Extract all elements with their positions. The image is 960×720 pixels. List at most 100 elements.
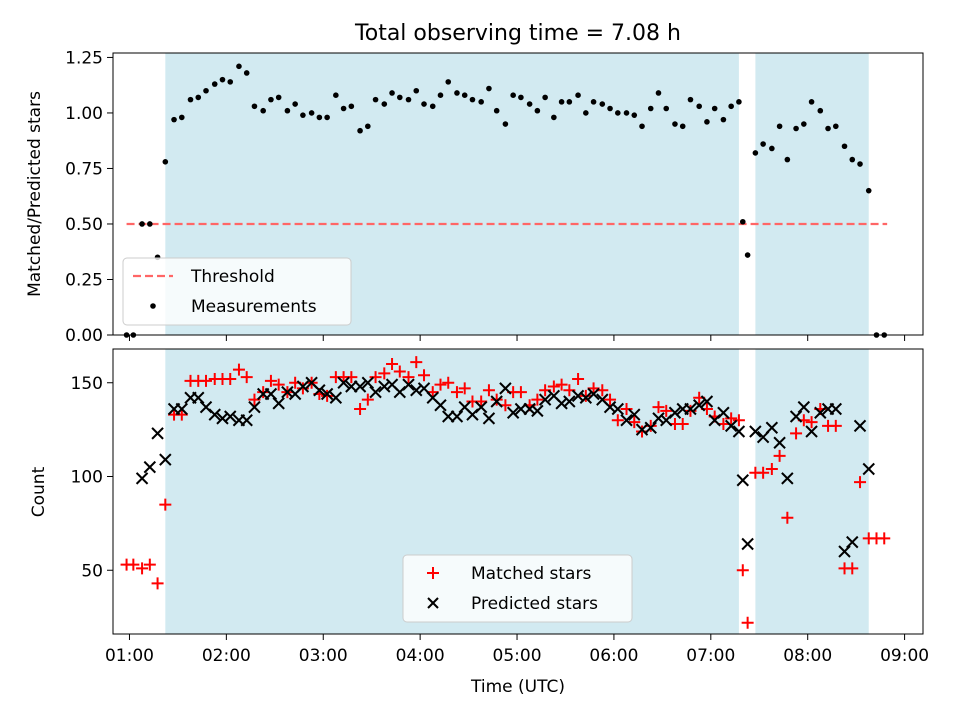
ratio-series-0-point-8 [187,96,194,103]
ratio-series-0-point-81 [769,145,775,152]
ratio-series-0-point-45 [486,85,492,92]
ratio-series-0-point-91 [849,156,856,163]
ratio-series-0-point-29 [357,127,363,134]
count-series-0-point-51 [531,393,544,406]
ratio-series-0-point-48 [510,92,516,98]
count-series-1-point-64 [652,412,665,425]
count-series-0-point-76 [732,414,745,427]
ratio-series-0-point-26 [333,92,339,98]
count-series-0-point-82 [773,449,786,462]
count-series-0-point-57 [579,389,592,402]
count-series-0-point-56 [572,373,585,385]
count-series-1-point-9 [208,408,221,421]
count-series-0-point-19 [272,378,285,391]
ratio-y-tick-label-4: 1.00 [65,104,103,124]
count-series-0-point-83 [781,511,794,524]
count-y-tick-label-1: 100 [71,468,103,488]
ratio-series-0-point-86 [808,99,815,105]
count-series-1-point-91 [862,462,875,476]
count-series-1-point-46 [506,406,520,419]
ratio-series-0-point-2 [139,221,145,227]
ratio-series-0-point-64 [639,123,645,130]
count-x-tick-label-4: 05:00 [493,646,542,666]
ratio-series-0-point-23 [308,110,315,116]
count-series-1-point-34 [410,384,423,397]
count-x-tick-label-6: 07:00 [686,646,735,666]
count-series-1-point-63 [644,421,657,434]
ratio-series-0-point-67 [663,105,670,112]
ratio-series-0-point-68 [672,121,678,127]
count-series-1-point-61 [628,408,641,421]
ratio-series-0-point-15 [243,70,250,76]
count-series-1-point-1 [143,460,157,474]
ratio-series-0-point-30 [365,123,371,130]
count-series-0-point-42 [458,382,471,395]
count-series-1-point-13 [240,414,253,427]
count-series-0-point-5 [159,498,172,511]
count-series-1-point-76 [741,537,754,551]
count-series-0-point-84 [790,427,803,440]
ratio-series-0-point-75 [728,103,734,110]
count-series-1-point-29 [369,385,382,399]
count-series-1-point-23 [320,387,334,401]
count-legend-box [402,554,633,623]
count-series-0-point-34 [393,365,406,378]
ratio-series-0-point-35 [405,96,412,103]
count-series-0-point-15 [240,371,253,384]
count-x-tick-label-0: 01:00 [105,646,154,666]
count-series-1-point-5 [175,402,188,416]
ratio-series-0-point-14 [236,63,242,70]
ratio-series-0-point-92 [857,161,863,167]
ratio-series-0-point-49 [518,94,524,101]
ratio-series-0-point-16 [251,103,258,110]
count-x-axis-label: Time (UTC) [470,677,565,697]
count-series-1-point-53 [563,395,576,408]
count-series-1-point-10 [216,412,229,425]
legend-threshold-label: Threshold [190,267,275,287]
ratio-y-tick-label-1: 0.25 [65,270,103,290]
count-series-1-point-3 [159,453,172,466]
count-series-1-point-43 [482,412,496,425]
count-axes-frame [112,348,924,635]
count-series-1-point-88 [838,545,851,558]
count-series-0-point-91 [846,562,859,575]
count-data-marks [120,356,891,629]
ratio-legend: Threshold Measurements [122,257,352,326]
count-series-0-point-37 [418,369,431,382]
count-x-tick-label-3: 04:00 [396,646,445,666]
ratio-series-0-point-90 [841,143,848,150]
count-series-0-point-95 [878,532,891,545]
ratio-series-0-point-56 [575,92,581,98]
count-series-1-point-49 [531,404,544,418]
count-series-0-point-13 [224,373,237,385]
count-series-1-point-18 [281,385,294,399]
ratio-series-0-point-27 [340,105,347,112]
ratio-y-tick-label-2: 0.50 [65,215,103,235]
count-series-1-point-27 [353,380,367,393]
ratio-series-0-point-12 [219,76,226,83]
ratio-series-0-point-34 [396,94,403,101]
count-shaded-span-1 [755,349,869,634]
count-series-0-point-30 [361,393,374,406]
count-x-tick-label-1: 02:00 [202,646,251,666]
ratio-series-0-point-19 [275,94,282,101]
ratio-series-0-point-54 [558,99,565,105]
count-series-1-point-70 [700,395,714,408]
ratio-series-0-point-60 [607,105,613,112]
ratio-series-0-point-11 [211,81,218,87]
ratio-series-0-point-83 [784,156,791,163]
legend-matched-swatch [427,567,439,579]
ratio-panel: 0.00 0.25 0.50 0.75 1.00 1.25 Matched/Predict… [25,48,924,346]
count-series-0-point-39 [434,378,447,391]
count-series-1-point-59 [611,402,625,416]
count-series-1-point-24 [329,391,343,404]
count-series-1-point-60 [620,414,633,427]
count-series-1-point-16 [264,387,278,401]
ratio-series-0-point-77 [739,218,746,225]
ratio-series-0-point-36 [413,87,420,94]
ratio-series-0-point-6 [171,116,177,123]
count-series-1-point-77 [749,425,762,438]
count-series-0-point-35 [402,371,415,384]
ratio-series-0-point-55 [566,99,573,105]
count-series-0-point-67 [660,404,673,417]
